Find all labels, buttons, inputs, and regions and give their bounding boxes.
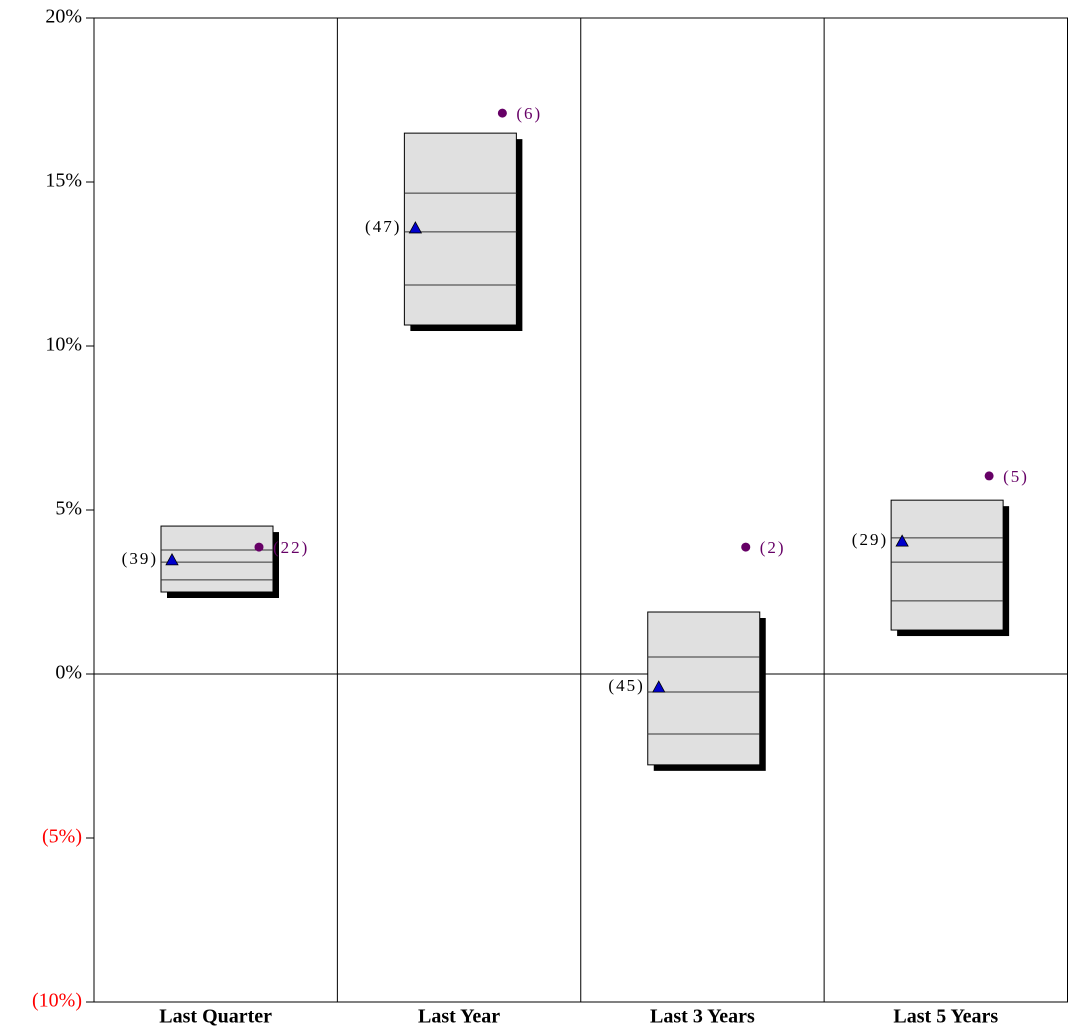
rank-label: (29) <box>852 530 888 549</box>
x-tick-label: Last Quarter <box>159 1006 272 1028</box>
y-tick-label: (5%) <box>42 826 82 848</box>
box <box>647 611 761 766</box>
rank-label: (39) <box>122 549 158 568</box>
rank-label: (6) <box>516 104 542 123</box>
rank-label: (47) <box>365 217 401 236</box>
y-tick-label: 20% <box>45 6 82 28</box>
x-tick-label: Last Year <box>418 1006 500 1028</box>
triangle-marker <box>652 680 666 693</box>
triangle-marker <box>408 221 423 234</box>
y-tick-label: 5% <box>55 498 82 520</box>
dot-marker <box>741 542 751 552</box>
x-tick-label: Last 5 Years <box>893 1006 998 1028</box>
dot-marker <box>497 108 507 118</box>
dot-marker <box>254 542 264 552</box>
rank-label: (45) <box>608 676 644 695</box>
box <box>890 499 1004 631</box>
box <box>160 525 274 593</box>
y-tick-label: 0% <box>55 662 82 684</box>
triangle-marker <box>895 534 909 547</box>
y-tick-label: 15% <box>45 170 82 192</box>
rank-label: (5) <box>1003 467 1029 486</box>
dot-marker <box>984 471 994 481</box>
box <box>403 132 517 326</box>
rank-label: (2) <box>760 538 786 557</box>
x-tick-label: Last 3 Years <box>650 1006 755 1028</box>
triangle-marker <box>165 553 179 566</box>
y-tick-label: (10%) <box>32 990 82 1012</box>
y-tick-label: 10% <box>45 334 82 356</box>
rank-label: (22) <box>273 538 309 557</box>
